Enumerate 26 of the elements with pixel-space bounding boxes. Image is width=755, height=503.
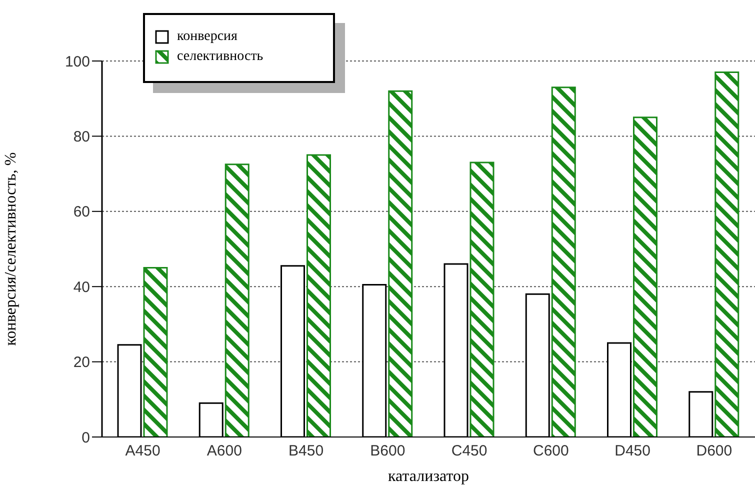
x-tick-label: B450 xyxy=(288,442,324,460)
bar xyxy=(551,86,576,437)
x-tick-label: D600 xyxy=(696,442,732,460)
legend-label: селективность xyxy=(177,49,264,65)
bar xyxy=(306,154,331,437)
bar xyxy=(143,267,168,437)
bar xyxy=(470,162,494,437)
legend-label: конверсия xyxy=(177,29,238,45)
y-tick-label: 40 xyxy=(73,278,90,296)
y-tick-label: 0 xyxy=(82,429,90,446)
bar xyxy=(633,116,658,437)
x-axis-title: катализатор xyxy=(388,468,469,485)
x-tick-label: A450 xyxy=(125,442,160,460)
bar xyxy=(388,90,413,437)
bar xyxy=(714,72,740,437)
y-tick-label: 80 xyxy=(73,128,90,146)
x-tick-label: A600 xyxy=(206,442,242,460)
x-tick-label: C450 xyxy=(451,442,488,460)
x-tick-label: C600 xyxy=(533,442,569,460)
x-tick-label: B600 xyxy=(370,442,406,460)
y-axis-title: конверсия/селективность, % xyxy=(2,152,20,346)
bar xyxy=(224,164,250,437)
y-tick-label: 60 xyxy=(73,204,90,221)
y-tick-label: 100 xyxy=(64,53,90,70)
y-tick-label: 20 xyxy=(73,354,90,372)
x-tick-label: D450 xyxy=(614,442,650,460)
